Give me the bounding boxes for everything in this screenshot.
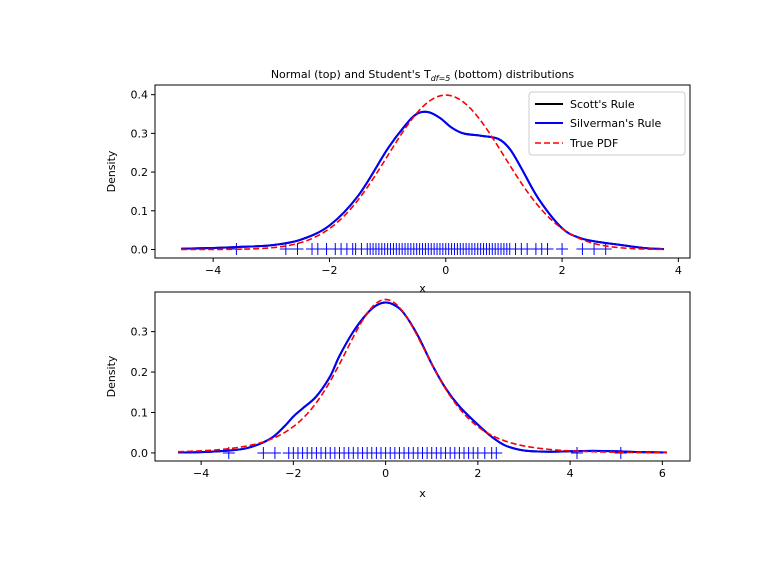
legend: Scott's Rule Silverman's Rule True PDF: [528, 91, 686, 156]
series-line-true-pdf: [178, 298, 667, 454]
y-tick-label: 0.1: [131, 406, 149, 419]
rug-marker: [599, 243, 612, 255]
figure-title: Normal (top) and Student's Tdf=5 (bottom…: [271, 68, 575, 83]
y-tick-label: 0.2: [131, 366, 149, 379]
x-tick-label: 0: [442, 264, 449, 277]
x-tick-label: 2: [559, 264, 566, 277]
bottom-rug-plot: [222, 447, 627, 459]
rug-marker: [571, 447, 584, 459]
bottom-y-ticks: 0.0 0.1 0.2 0.3: [131, 326, 155, 460]
rug-marker: [279, 243, 292, 255]
y-tick-label: 0.1: [131, 205, 149, 218]
x-tick-label: 6: [659, 467, 666, 480]
y-tick-label: 0.3: [131, 326, 149, 339]
x-tick-label: −2: [285, 467, 301, 480]
rug-marker: [576, 243, 589, 255]
bottom-y-axis-label: Density: [105, 355, 118, 397]
x-tick-label: 4: [567, 467, 574, 480]
legend-label-true-pdf: True PDF: [569, 137, 618, 150]
rug-marker: [257, 447, 270, 459]
top-axes-frame: [154, 84, 691, 259]
y-tick-label: 0.0: [131, 243, 149, 256]
x-tick-label: 2: [474, 467, 481, 480]
x-tick-label: −4: [193, 467, 209, 480]
rug-marker: [268, 447, 281, 459]
rug-marker: [556, 243, 569, 255]
legend-label-silverman: Silverman's Rule: [570, 117, 662, 130]
bottom-lines: [178, 298, 667, 454]
x-tick-label: −4: [205, 264, 221, 277]
x-tick-label: −2: [321, 264, 337, 277]
y-tick-label: 0.3: [131, 127, 149, 140]
y-tick-label: 0.4: [131, 89, 149, 102]
top-rug-plot: [230, 243, 612, 255]
rug-marker: [490, 447, 503, 459]
top-x-axis-label: x: [419, 282, 426, 295]
x-tick-label: 0: [382, 467, 389, 480]
bottom-x-ticks: −4 −2 0 2 4 6: [193, 461, 666, 480]
legend-label-scott: Scott's Rule: [570, 98, 635, 111]
bottom-panel-student-t: −4 −2 0 2 4 6 0.0 0.1 0.2 0.3 x Density: [105, 291, 691, 500]
legend-box: [528, 91, 686, 156]
bottom-x-axis-label: x: [419, 487, 426, 500]
rug-marker: [541, 243, 554, 255]
y-tick-label: 0.2: [131, 166, 149, 179]
top-y-axis-label: Density: [105, 150, 118, 192]
rug-marker: [291, 243, 304, 255]
top-lines: [181, 94, 664, 251]
x-tick-label: 4: [675, 264, 682, 277]
y-tick-label: 0.0: [131, 447, 149, 460]
top-panel-normal: −4 −2 0 2 4 0.0 0.1 0.2 0.3 0.4 x Density Scott'…: [105, 84, 691, 295]
series-line-silverman-s-rule: [178, 301, 667, 454]
series-line-true-pdf: [181, 94, 664, 251]
top-y-ticks: 0.0 0.1 0.2 0.3 0.4: [131, 89, 155, 256]
bottom-axes-frame: [154, 291, 691, 462]
top-x-ticks: −4 −2 0 2 4: [205, 258, 682, 277]
rug-marker: [588, 243, 601, 255]
